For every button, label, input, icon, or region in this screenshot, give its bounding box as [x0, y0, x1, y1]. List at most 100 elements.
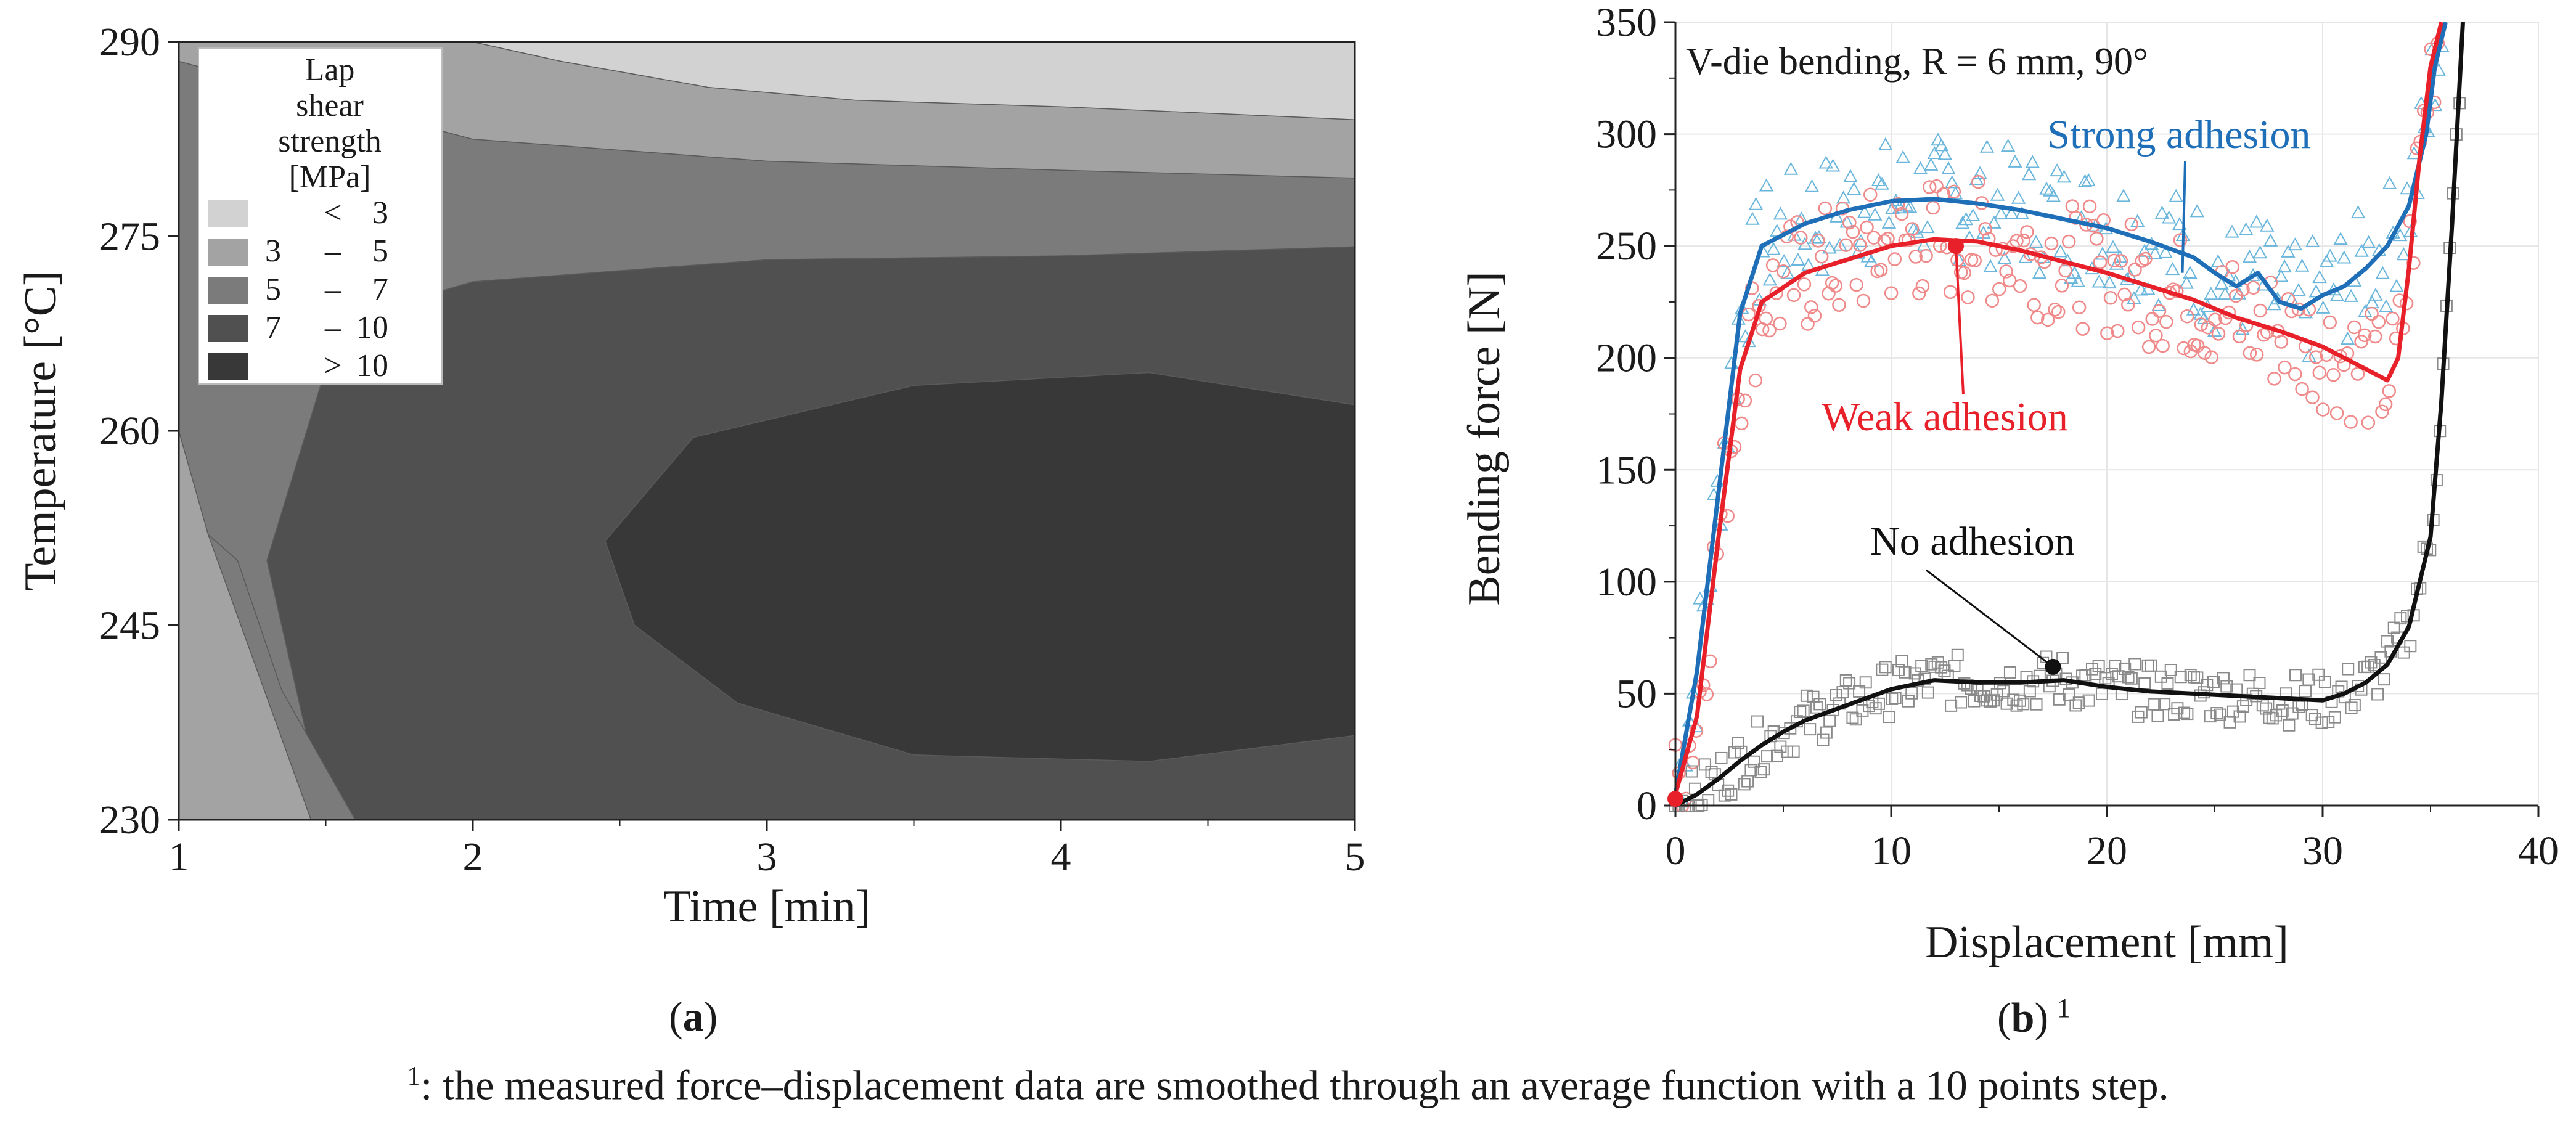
marker-circle	[2291, 302, 2306, 317]
marker-square	[2003, 666, 2016, 679]
force-displacement-panel-b: 0 10 20 30 40 0 50 100 150 200 250 300 350 Displaceme…	[1459, 0, 2559, 968]
marker-circle	[2180, 309, 2194, 324]
marker-triangle	[2169, 189, 2183, 202]
marker-square	[2181, 708, 2194, 721]
marker-circle	[1832, 298, 1846, 312]
marker-square	[2128, 658, 2141, 671]
legend-title-line: Lap	[305, 52, 355, 88]
marker-square	[1761, 750, 1774, 763]
marker-square	[2233, 710, 2246, 723]
marker-square	[1863, 700, 1876, 713]
marker-triangle	[1833, 237, 1847, 251]
marker-square	[1718, 789, 1731, 802]
marker-square	[1732, 737, 1744, 749]
x-tick-label: 3	[757, 835, 777, 880]
marker-square	[2397, 646, 2410, 659]
marker-circle	[2288, 367, 2302, 382]
marker-square	[2109, 660, 2122, 672]
marker-square	[2210, 707, 2223, 720]
marker-circle	[2201, 321, 2215, 335]
marker-triangle	[1843, 169, 1858, 182]
marker-circle	[2225, 260, 2239, 274]
marker-circle	[2365, 306, 2379, 321]
marker-triangle	[1745, 211, 1760, 225]
marker-triangle	[2165, 262, 2180, 276]
marker-circle	[2030, 310, 2045, 325]
chart-title: V-die bending, R = 6 mm, 90°	[1686, 41, 2148, 83]
marker-square	[1744, 764, 1757, 777]
marker-square	[2283, 719, 2296, 732]
marker-square	[1905, 687, 1918, 700]
marker-circle	[1825, 276, 1839, 290]
marker-triangle	[2046, 189, 2061, 202]
marker-circle	[2378, 397, 2393, 412]
marker-triangle	[2291, 283, 2306, 296]
marker-square	[2276, 704, 2289, 717]
marker-triangle	[2400, 181, 2414, 195]
marker-circle	[2323, 315, 2337, 330]
marker-triangle	[1987, 215, 2002, 229]
legend-swatch	[208, 200, 248, 227]
marker-square	[2122, 671, 2135, 684]
marker-triangle	[1825, 158, 1841, 172]
marker-circle	[2131, 320, 2146, 335]
marker-circle	[2100, 326, 2114, 340]
marker-triangle	[1955, 216, 1970, 229]
marker-triangle	[2344, 288, 2358, 302]
legend-range-high: 10	[356, 348, 388, 383]
marker-circle	[2044, 236, 2059, 251]
marker-triangle	[2288, 237, 2302, 251]
marker-circle	[2013, 279, 2027, 293]
marker-square	[1856, 704, 1869, 717]
marker-triangle	[1944, 175, 1960, 189]
marker-triangle	[1766, 242, 1781, 255]
marker-circle	[1794, 231, 1808, 245]
marker-triangle	[2207, 324, 2222, 337]
marker-circle	[1735, 416, 1749, 431]
marker-triangle	[2375, 266, 2390, 279]
marker-triangle	[2011, 190, 2026, 204]
marker-triangle	[2354, 243, 2369, 257]
marker-square	[2374, 651, 2387, 664]
marker-square	[1876, 663, 1889, 676]
marker-square	[1869, 702, 1882, 715]
legend-range-low: 5	[265, 272, 281, 307]
marker-square	[2214, 708, 2226, 721]
annotation-weak-dot	[1948, 238, 1964, 255]
marker-triangle	[2302, 349, 2316, 362]
footnote: 1: the measured force–displacement data …	[0, 1060, 2576, 1110]
marker-square	[1810, 701, 1823, 714]
marker-triangle	[2162, 210, 2177, 224]
marker-triangle	[2190, 204, 2204, 218]
legend-range-high: 5	[372, 234, 388, 269]
marker-triangle	[2000, 139, 2016, 152]
marker-triangle	[2148, 246, 2162, 259]
marker-circle	[1881, 231, 1895, 246]
marker-square	[1725, 788, 1738, 801]
annotation-none-leader	[1926, 569, 2054, 668]
marker-triangle	[1881, 215, 1897, 229]
marker-square	[1728, 746, 1741, 759]
marker-triangle	[1780, 266, 1795, 279]
x-axis-label: Time [min]	[663, 881, 870, 932]
marker-circle	[2135, 254, 2149, 268]
marker-circle	[1776, 264, 1791, 279]
marker-triangle	[1934, 138, 1949, 152]
series-line	[1674, 22, 2465, 808]
marker-square	[1902, 695, 1915, 708]
marker-triangle	[2396, 247, 2411, 261]
marker-circle	[2128, 263, 2142, 277]
marker-triangle	[2305, 234, 2320, 248]
marker-circle	[2103, 291, 2118, 305]
marker-square	[2220, 680, 2233, 693]
marker-circle	[1943, 285, 1958, 300]
marker-circle	[1873, 263, 1888, 277]
marker-circle	[1929, 179, 1944, 194]
marker-square	[1955, 696, 1968, 709]
x-tick-label: 2	[463, 835, 483, 880]
marker-square	[2404, 640, 2417, 653]
marker-square	[2086, 663, 2099, 676]
marker-triangle	[2358, 304, 2373, 317]
marker-circle	[2194, 317, 2209, 332]
marker-triangle	[1990, 187, 2005, 201]
